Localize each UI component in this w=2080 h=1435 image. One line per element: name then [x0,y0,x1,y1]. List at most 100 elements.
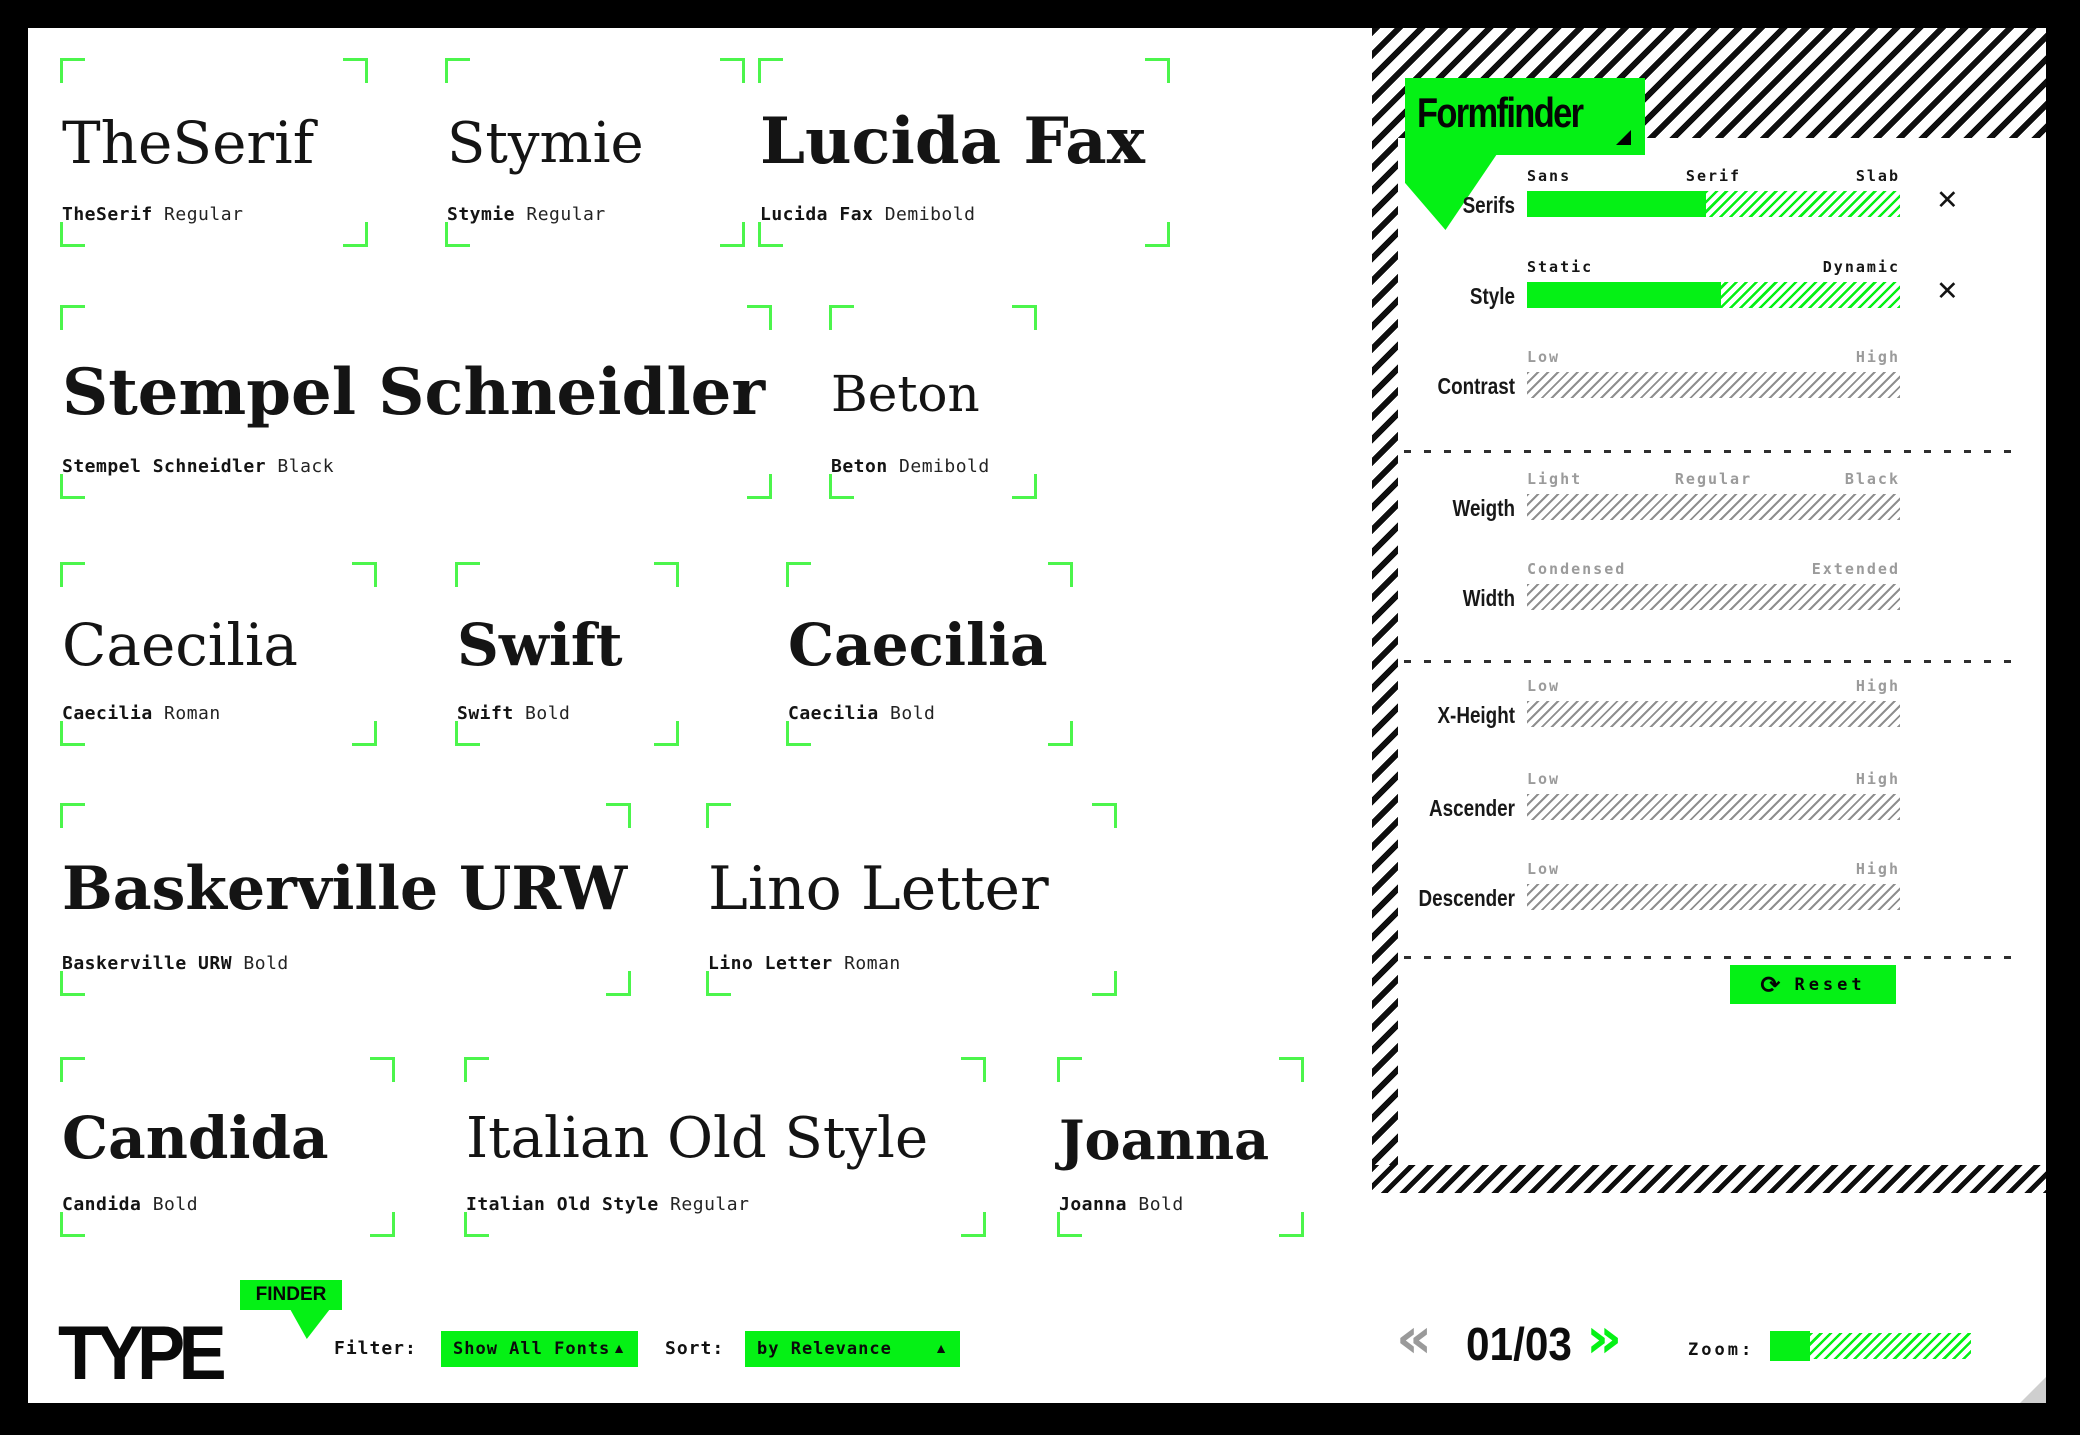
tick-label-right: High [1855,770,1900,788]
slider-hatch-track [1527,701,1900,727]
tick-label-right: Slab [1855,167,1900,185]
corner-bracket-icon [1012,474,1037,499]
slider-fill[interactable] [1527,282,1721,308]
resize-grip[interactable] [2020,1377,2046,1403]
panel-title: Formfinder [1417,89,1584,136]
slider-row-width: Condensed Extended Width [1404,560,2028,624]
corner-bracket-icon [786,562,811,587]
font-specimen-card[interactable]: Stempel Schneidler Stempel Schneidler Bl… [60,305,772,499]
corner-bracket-icon [758,222,783,247]
style-slider[interactable] [1527,282,1900,308]
prev-page-button[interactable]: « [1396,1306,1433,1371]
font-specimen-card[interactable]: Joanna Joanna Bold [1057,1057,1304,1237]
slider-fill[interactable] [1527,191,1707,217]
zoom-slider[interactable] [1770,1331,1971,1361]
specimen-name: Italian Old Style [466,1194,659,1215]
corner-bracket-icon [961,1057,986,1082]
font-specimen-card[interactable]: Lino Letter Lino Letter Roman [706,803,1117,996]
reset-button[interactable]: ⟳ Reset [1730,965,1896,1004]
logo-tag-tail [290,1309,330,1339]
weight-slider[interactable] [1527,494,1900,520]
specimen-name: Lino Letter [708,953,833,974]
specimen-headline: TheSerif [62,109,315,177]
specimen-style: Regular [526,204,606,225]
xheight-slider[interactable] [1527,701,1900,727]
specimen-name: TheSerif [62,204,153,225]
page-indicator: 01/03 [1466,1318,1572,1370]
font-specimen-card[interactable]: Italian Old Style Italian Old Style Regu… [464,1057,986,1237]
corner-bracket-icon [1092,971,1117,996]
corner-bracket-icon [1048,721,1073,746]
corner-bracket-icon [606,803,631,828]
corner-bracket-icon [352,721,377,746]
specimen-style: Bold [152,1194,199,1215]
font-specimen-card[interactable]: Swift Swift Bold [455,562,679,746]
width-slider[interactable] [1527,584,1900,610]
slider-name: X-Height [1437,702,1515,728]
specimen-label: Italian Old Style Regular [466,1194,749,1215]
specimen-label: Stymie Regular [447,204,606,225]
corner-bracket-icon [60,222,85,247]
slider-hatch-track [1527,494,1900,520]
specimen-headline: Lino Letter [708,854,1049,924]
slider-name: Ascender [1429,795,1515,821]
sort-value: by Relevance [757,1339,892,1359]
specimen-label: Lino Letter Roman [708,953,901,974]
typefinder-logo[interactable]: TYPE [58,1311,227,1396]
font-specimen-card[interactable]: Baskerville URW Baskerville URW Bold [60,803,631,996]
specimen-name: Stymie [447,204,516,225]
clear-style-button[interactable]: ✕ [1936,276,1959,307]
font-specimen-card[interactable]: Caecilia Caecilia Roman [60,562,377,746]
specimen-label: Caecilia Bold [788,703,935,724]
corner-bracket-icon [1012,305,1037,330]
slider-name: Width [1462,585,1515,611]
corner-bracket-icon [706,971,731,996]
panel-hatch-border-bottom [1372,1165,2046,1193]
slider-name: Style [1469,283,1515,309]
specimen-headline: Italian Old Style [466,1106,929,1171]
filter-dropdown[interactable]: Show All Fonts ▲ [441,1331,638,1367]
specimen-style: Demibold [884,204,976,225]
tick-label-right: Extended [1811,560,1900,578]
corner-bracket-icon [758,58,783,83]
font-specimen-card[interactable]: Caecilia Caecilia Bold [786,562,1073,746]
dropdown-arrow-icon: ▲ [934,1340,948,1356]
clear-serifs-button[interactable]: ✕ [1936,185,1959,216]
corner-bracket-icon [1057,1212,1082,1237]
corner-bracket-icon [654,562,679,587]
specimen-headline: Beton [831,365,980,423]
font-specimen-card[interactable]: Stymie Stymie Regular [445,58,745,247]
tick-label-right: Black [1844,470,1900,488]
slider-name: Weigth [1452,495,1515,521]
corner-bracket-icon [1279,1057,1304,1082]
corner-bracket-icon [829,305,854,330]
serifs-slider[interactable] [1527,191,1900,217]
specimen-style: Bold [525,703,571,724]
specimen-label: Candida Bold [62,1194,198,1215]
font-specimen-card[interactable]: Beton Beton Demibold [829,305,1037,499]
corner-bracket-icon [352,562,377,587]
specimen-label: Lucida Fax Demibold [760,204,975,225]
contrast-slider[interactable] [1527,372,1900,398]
specimen-style: Black [277,456,335,477]
specimen-name: Candida [62,1194,142,1215]
sort-label: Sort: [665,1338,725,1359]
descender-slider[interactable] [1527,884,1900,910]
logo-tag: FINDER [240,1280,342,1310]
specimen-name: Baskerville URW [62,953,233,974]
specimen-style: Regular [670,1194,750,1215]
formfinder-header: Formfinder [1405,78,1645,155]
sort-dropdown[interactable]: by Relevance ▲ [745,1331,960,1367]
ascender-slider[interactable] [1527,794,1900,820]
font-specimen-card[interactable]: TheSerif TheSerif Regular [60,58,368,247]
font-specimen-card[interactable]: Lucida Fax Lucida Fax Demibold [758,58,1170,247]
specimen-style: Regular [164,204,244,225]
corner-bracket-icon [60,803,85,828]
specimen-label: TheSerif Regular [62,204,243,225]
font-specimen-card[interactable]: Candida Candida Bold [60,1057,395,1237]
corner-bracket-icon [1057,1057,1082,1082]
slider-row-serifs: Sans Serif Slab Serifs ✕ [1404,167,2028,231]
panel-hatch-border-left [1372,28,1398,1193]
next-page-button[interactable]: » [1586,1306,1623,1371]
zoom-fill[interactable] [1770,1331,1811,1361]
